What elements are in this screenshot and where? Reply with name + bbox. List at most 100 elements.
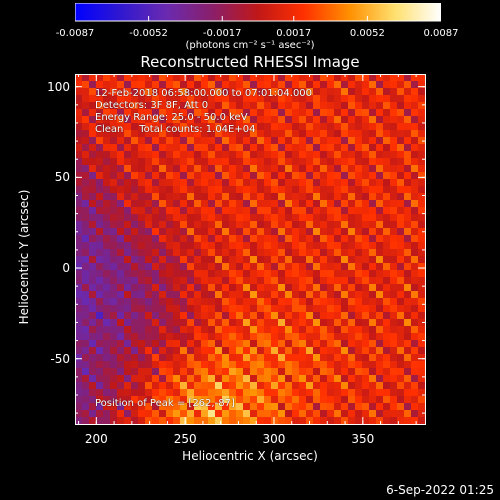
heatmap-cell — [278, 326, 286, 334]
heatmap-cell — [215, 186, 223, 194]
heatmap-cell — [82, 305, 90, 313]
heatmap-cell — [103, 305, 111, 313]
heatmap-cell — [75, 116, 83, 124]
heatmap-cell — [208, 235, 216, 243]
heatmap-cell — [376, 305, 384, 313]
heatmap-cell — [376, 389, 384, 397]
heatmap-cell — [166, 340, 174, 348]
heatmap-cell — [418, 137, 426, 145]
heatmap-cell — [355, 333, 363, 341]
heatmap-cell — [96, 130, 104, 138]
heatmap-cell — [194, 193, 202, 201]
heatmap-cell — [131, 116, 139, 124]
heatmap-cell — [383, 228, 391, 236]
heatmap-cell — [397, 270, 405, 278]
heatmap-cell — [96, 270, 104, 278]
heatmap-cell — [208, 172, 216, 180]
heatmap-cell — [82, 340, 90, 348]
heatmap-cell — [89, 368, 97, 376]
heatmap-cell — [411, 200, 419, 208]
heatmap-cell — [404, 382, 412, 390]
heatmap-cell — [103, 186, 111, 194]
heatmap-cell — [257, 298, 265, 306]
heatmap-cell — [383, 74, 391, 82]
heatmap-cell — [257, 270, 265, 278]
heatmap-cell — [222, 347, 230, 355]
heatmap-cell — [110, 361, 118, 369]
heatmap-cell — [82, 417, 90, 425]
heatmap-cell — [299, 277, 307, 285]
heatmap-cell — [124, 417, 132, 425]
heatmap-cell — [306, 116, 314, 124]
heatmap-cell — [229, 263, 237, 271]
heatmap-cell — [313, 193, 321, 201]
heatmap-cell — [285, 207, 293, 215]
heatmap-cell — [208, 375, 216, 383]
heatmap-cell — [418, 214, 426, 222]
heatmap-cell — [131, 221, 139, 229]
heatmap-cell — [82, 396, 90, 404]
heatmap-cell — [404, 214, 412, 222]
heatmap-cell — [327, 389, 335, 397]
heatmap-cell — [341, 123, 349, 131]
heatmap-cell — [369, 214, 377, 222]
heatmap-cell — [243, 326, 251, 334]
heatmap-cell — [222, 340, 230, 348]
heatmap-cell — [376, 186, 384, 194]
heatmap-cell — [117, 144, 125, 152]
heatmap-cell — [341, 74, 349, 82]
heatmap-cell — [117, 298, 125, 306]
heatmap-cell — [264, 200, 272, 208]
heatmap-cell — [215, 347, 223, 355]
heatmap-cell — [236, 263, 244, 271]
heatmap-cell — [257, 263, 265, 271]
heatmap-cell — [166, 200, 174, 208]
heatmap-cell — [75, 270, 83, 278]
heatmap-cell — [194, 179, 202, 187]
heatmap-cell — [313, 186, 321, 194]
heatmap-cell — [110, 249, 118, 257]
heatmap-cell — [313, 109, 321, 117]
heatmap-cell — [362, 95, 370, 103]
heatmap-cell — [236, 172, 244, 180]
heatmap-cell — [124, 186, 132, 194]
heatmap-cell — [159, 235, 167, 243]
heatmap-cell — [222, 137, 230, 145]
heatmap-cell — [208, 221, 216, 229]
heatmap-cell — [215, 165, 223, 173]
heatmap-cell — [341, 291, 349, 299]
heatmap-cell — [390, 123, 398, 131]
heatmap-cell — [166, 88, 174, 96]
heatmap-cell — [383, 144, 391, 152]
heatmap-cell — [166, 263, 174, 271]
heatmap-cell — [306, 403, 314, 411]
heatmap-cell — [278, 81, 286, 89]
heatmap-cell — [131, 102, 139, 110]
heatmap-cell — [250, 417, 258, 425]
heatmap-cell — [145, 200, 153, 208]
heatmap-cell — [82, 333, 90, 341]
heatmap-cell — [362, 354, 370, 362]
heatmap-cell — [327, 298, 335, 306]
heatmap-cell — [306, 81, 314, 89]
heatmap-cell — [390, 172, 398, 180]
heatmap-cell — [250, 396, 258, 404]
heatmap-cell — [250, 305, 258, 313]
heatmap-cell — [271, 88, 279, 96]
heatmap-cell — [271, 354, 279, 362]
heatmap-cell — [383, 88, 391, 96]
heatmap-cell — [89, 193, 97, 201]
heatmap-cell — [271, 172, 279, 180]
heatmap-cell — [299, 305, 307, 313]
heatmap-cell — [103, 200, 111, 208]
heatmap-cell — [348, 403, 356, 411]
heatmap-cell — [89, 144, 97, 152]
heatmap-cell — [229, 417, 237, 425]
heatmap-cell — [180, 123, 188, 131]
heatmap-cell — [390, 186, 398, 194]
heatmap-cell — [397, 375, 405, 383]
heatmap-cell — [166, 396, 174, 404]
heatmap-cell — [201, 242, 209, 250]
heatmap-cell — [397, 158, 405, 166]
heatmap-cell — [222, 242, 230, 250]
